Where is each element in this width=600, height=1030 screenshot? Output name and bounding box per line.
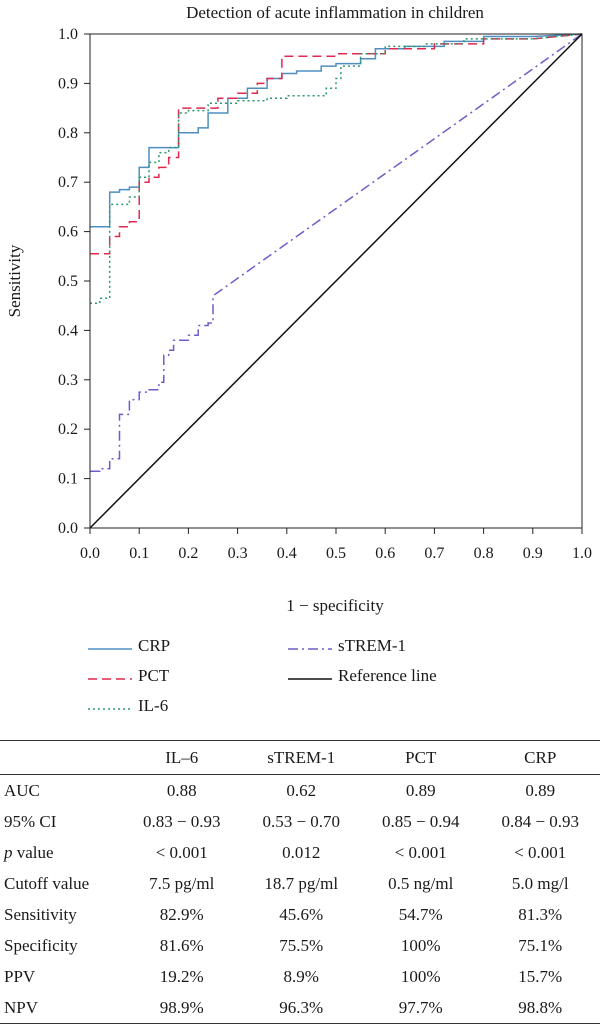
table-cell: 5.0 mg/l [511, 873, 569, 893]
table-row: AUC 0.88 0.62 0.89 0.89 [0, 775, 600, 807]
table-cell: 75.5% [279, 935, 324, 955]
table-cell: 81.6% [159, 935, 204, 955]
table-header-cell: IL–6 [165, 747, 199, 767]
series-line-pct [90, 33, 583, 255]
legend-label: sTREM-1 [338, 636, 406, 655]
x-tick-label: 0.8 [474, 545, 494, 562]
x-tick-label: 1.0 [572, 545, 592, 562]
table-cell: 0.62 [286, 780, 317, 800]
table-row: 95% CI 0.83 − 0.93 0.53 − 0.70 0.85 − 0.94 0… [0, 806, 600, 837]
table-header-row: IL–6 sTREM-1 PCT CRP [0, 740, 600, 775]
y-tick-label: 0.6 [58, 224, 78, 241]
table-cell: 45.6% [279, 904, 324, 924]
table-cell: 0.88 [166, 780, 197, 800]
y-tick-label: 0.3 [58, 372, 78, 389]
row-label: AUC [4, 780, 40, 800]
y-tick-label: 1.0 [58, 26, 78, 43]
table-cell: 19.2% [159, 966, 204, 986]
table-cell: < 0.001 [155, 842, 208, 862]
table-row: NPV 98.9% 96.3% 97.7% 98.8% [0, 992, 600, 1024]
table-cell: 7.5 pg/ml [149, 873, 215, 893]
table-row: Specificity 81.6% 75.5% 100% 75.1% [0, 930, 600, 961]
table-cell: 0.89 [525, 780, 556, 800]
table-cell: 0.89 [405, 780, 436, 800]
series-line-strem-1 [90, 33, 583, 472]
table-row: Sensitivity 82.9% 45.6% 54.7% 81.3% [0, 899, 600, 930]
table-cell: 0.83 − 0.93 [142, 811, 221, 831]
table-cell: 54.7% [398, 904, 443, 924]
x-tick-label: 0.4 [277, 545, 297, 562]
x-tick-label: 0.7 [424, 545, 444, 562]
x-tick-label: 0.3 [228, 545, 248, 562]
table-cell: 97.7% [398, 997, 443, 1017]
table-header-cell [0, 741, 122, 775]
x-tick-label: 0.6 [375, 545, 395, 562]
table-cell: 0.84 − 0.93 [501, 811, 580, 831]
table-cell: 100% [400, 966, 441, 986]
table-cell: 82.9% [159, 904, 204, 924]
y-tick-label: 0.4 [58, 322, 78, 339]
table-cell: 0.85 − 0.94 [381, 811, 460, 831]
table-row: p value < 0.001 0.012 < 0.001 < 0.001 [0, 837, 600, 868]
x-tick-label: 0.9 [523, 545, 543, 562]
row-label: Sensitivity [4, 904, 77, 924]
row-label: PPV [4, 966, 36, 986]
table-header-cell: sTREM-1 [267, 747, 336, 767]
x-tick-label: 0.1 [129, 545, 149, 562]
y-tick-label: 0.1 [58, 471, 78, 488]
series-line-il-6 [90, 33, 583, 304]
y-tick-label: 0.9 [58, 75, 78, 92]
table-cell: 15.7% [518, 966, 563, 986]
y-tick-label: 0.5 [58, 273, 78, 290]
roc-chart: Detection of acute inflammation in child… [5, 3, 592, 615]
table-cell: 98.8% [518, 997, 563, 1017]
legend-label: CRP [138, 636, 171, 655]
x-tick-label: 0.5 [326, 545, 346, 562]
table-cell: 100% [400, 935, 441, 955]
table-header-cell: CRP [524, 747, 557, 767]
y-axis-label: Sensitivity [5, 244, 24, 317]
table-cell: 8.9% [283, 966, 319, 986]
table-cell: < 0.001 [394, 842, 447, 862]
table-cell: 81.3% [518, 904, 563, 924]
table-cell: 18.7 pg/ml [264, 873, 339, 893]
performance-table: IL–6 sTREM-1 PCT CRP AUC 0.88 0.62 0.89 0.89… [0, 740, 600, 1024]
table-row: PPV 19.2% 8.9% 100% 15.7% [0, 961, 600, 992]
x-axis-label: 1 − specificity [286, 596, 384, 615]
legend: CRP PCT IL-6 sTREM-1 Reference line [0, 632, 600, 722]
row-label: Cutoff value [4, 873, 90, 893]
chart-title: Detection of acute inflammation in child… [186, 3, 484, 22]
series-line-reference-line [89, 33, 583, 529]
legend-label: IL-6 [138, 696, 169, 715]
legend-label: PCT [138, 666, 170, 685]
table-cell: 98.9% [159, 997, 204, 1017]
legend-label: Reference line [338, 666, 437, 685]
table-cell: 0.53 − 0.70 [262, 811, 341, 831]
y-tick-label: 0.0 [58, 520, 78, 537]
x-tick-label: 0.0 [80, 545, 100, 562]
table-cell: < 0.001 [514, 842, 567, 862]
row-label: 95% CI [4, 811, 57, 831]
row-label: p value [4, 842, 54, 862]
x-tick-label: 0.2 [178, 545, 198, 562]
y-tick-label: 0.8 [58, 125, 78, 142]
table-row: Cutoff value 7.5 pg/ml 18.7 pg/ml 0.5 ng/ml… [0, 868, 600, 899]
table-cell: 0.5 ng/ml [388, 873, 454, 893]
y-tick-label: 0.7 [58, 174, 78, 191]
series-line-crp [90, 33, 583, 228]
row-label: NPV [4, 997, 39, 1017]
plot-axes: 0.0 0.1 0.2 0.3 0.4 0.5 0.6 0.7 0.8 0.9 1.0 0.0 0.1 0… [58, 26, 592, 562]
table-header-cell: PCT [405, 747, 437, 767]
table-cell: 96.3% [279, 997, 324, 1017]
y-tick-label: 0.2 [58, 421, 78, 438]
table-cell: 75.1% [518, 935, 563, 955]
table-cell: 0.012 [282, 842, 321, 862]
row-label: Specificity [4, 935, 78, 955]
plot-marks [89, 33, 583, 529]
